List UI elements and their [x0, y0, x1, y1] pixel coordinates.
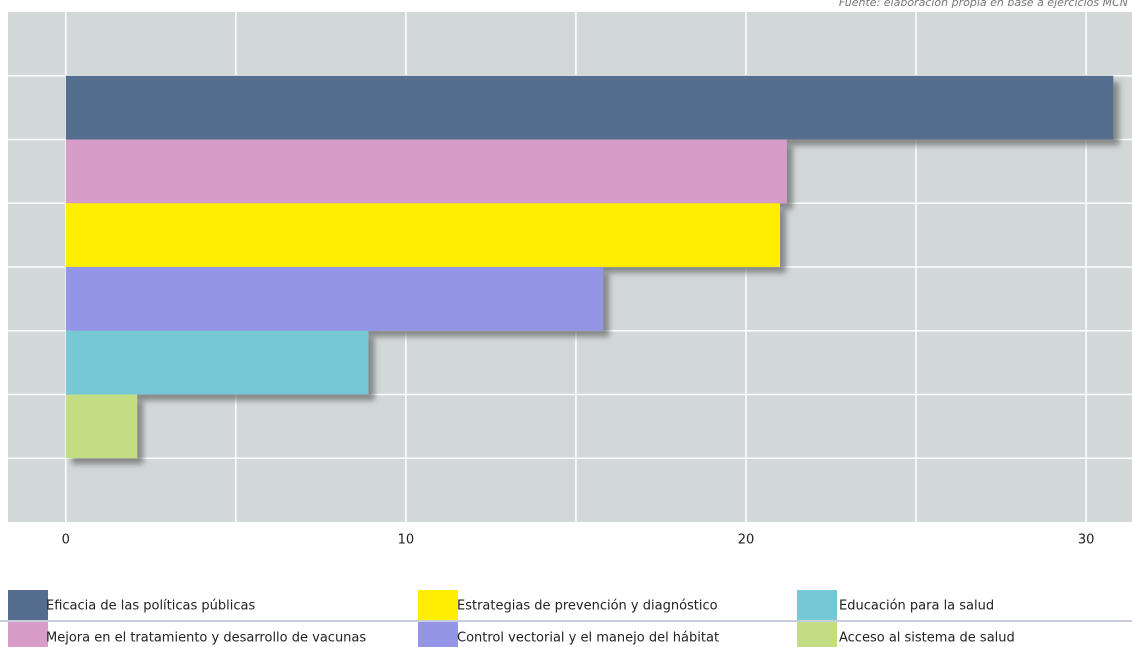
- legend-label: Acceso al sistema de salud: [839, 631, 1015, 646]
- legend-label: Educación para la salud: [839, 599, 994, 614]
- bar: [65, 330, 369, 395]
- legend-swatch: [797, 622, 837, 647]
- legend-swatch: [797, 590, 837, 620]
- bar: [65, 394, 138, 459]
- legend-swatch: [418, 622, 458, 647]
- legend-label: Eficacia de las políticas públicas: [46, 599, 255, 614]
- x-tick-label: 20: [738, 533, 755, 548]
- legend-swatch: [8, 590, 48, 620]
- bar: [65, 203, 781, 267]
- x-tick-label: 0: [62, 533, 70, 548]
- legend-swatch: [8, 622, 48, 647]
- legend-label: Control vectorial y el manejo del hábita…: [457, 631, 719, 646]
- bar: [65, 139, 787, 204]
- legend-label: Estrategias de prevención y diagnóstico: [457, 599, 718, 614]
- bar: [65, 75, 1114, 140]
- source-note: Fuente: elaboración propia en base a eje…: [839, 0, 1128, 9]
- bar: [65, 267, 604, 331]
- legend-swatch: [418, 590, 458, 620]
- x-tick-label: 30: [1078, 533, 1095, 548]
- x-tick-label: 10: [398, 533, 415, 548]
- legend-label: Mejora en el tratamiento y desarrollo de…: [46, 631, 366, 646]
